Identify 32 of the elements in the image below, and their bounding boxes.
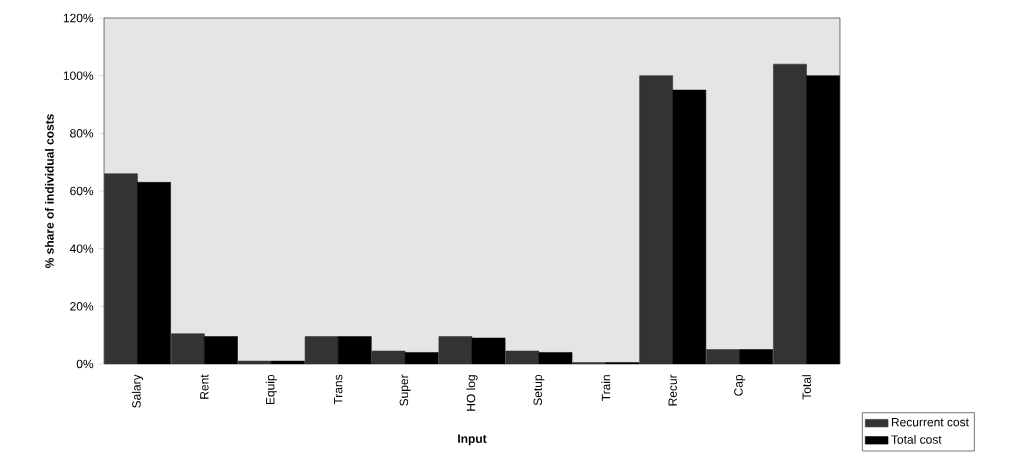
bar (639, 75, 673, 364)
x-tick-label: Salary (131, 374, 144, 408)
bar (170, 333, 205, 364)
bar (104, 173, 138, 364)
y-tick-label: 100% (63, 71, 94, 80)
bar (706, 349, 740, 364)
bar (438, 336, 473, 364)
x-tick-label: Setup (533, 374, 545, 406)
y-tick-label: 40% (69, 244, 94, 253)
x-tick-label: Cap (734, 374, 746, 396)
legend-label: Recurrent cost (891, 418, 969, 427)
x-tick-label: Trans (334, 374, 343, 405)
bar (371, 350, 406, 364)
y-tick-label: 20% (70, 302, 94, 311)
y-tick-label: 0% (76, 359, 94, 369)
x-tick-label: Recur (668, 374, 677, 406)
x-tick-label: Total (802, 375, 811, 400)
y-tick-label: 120% (63, 13, 94, 23)
bar (773, 63, 807, 364)
y-axis-title: % share of individual costs (44, 114, 54, 269)
x-tick-label: Super (399, 374, 411, 406)
x-tick-label: Train (601, 375, 611, 402)
x-tick-label: HO log (466, 375, 478, 411)
bar (304, 336, 339, 364)
y-tick-label: 80% (70, 129, 94, 138)
legend-label: Total cost (891, 434, 942, 444)
bar (505, 350, 540, 364)
x-axis-title: Input (458, 434, 487, 446)
x-tick-label: Equip (265, 374, 277, 405)
y-tick-label: 60% (70, 186, 94, 196)
bar (237, 360, 272, 364)
x-tick-label: Rent (200, 374, 209, 399)
